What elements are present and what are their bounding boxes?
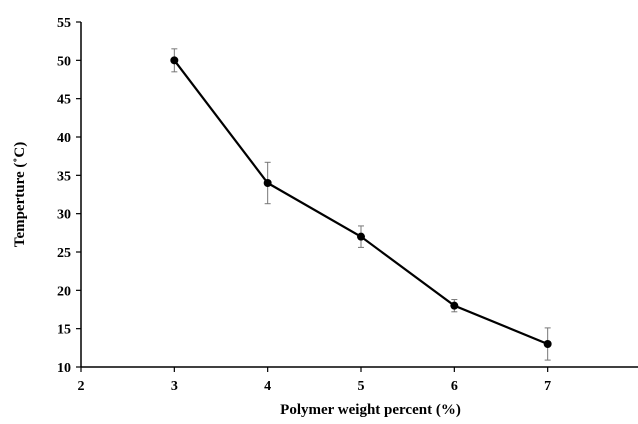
- data-point: [543, 340, 552, 348]
- y-tick-label: 40: [57, 131, 71, 146]
- x-ticks: 2345678: [78, 367, 638, 394]
- y-tick-label: 50: [57, 54, 71, 69]
- y-tick-label: 35: [57, 169, 71, 184]
- y-tick-label: 45: [57, 93, 71, 108]
- x-tick-label: 6: [451, 379, 458, 394]
- data-point: [450, 301, 459, 310]
- y-tick-label: 55: [57, 16, 71, 31]
- series-line: [173, 59, 549, 346]
- y-ticks: 10 15 20 25 30 35 40 45 50 55: [57, 16, 81, 376]
- x-tick-label: 3: [171, 379, 178, 394]
- y-tick-label: 15: [57, 323, 71, 338]
- axes: [80, 22, 638, 368]
- y-tick-label: 10: [57, 361, 71, 376]
- x-axis-title: Polymer weight percent (%): [280, 402, 461, 418]
- x-tick-label: 5: [358, 379, 365, 394]
- y-axis-title: Temperture (˚C): [12, 142, 28, 247]
- y-tick-label: 20: [57, 284, 71, 299]
- series-layer: [170, 48, 552, 361]
- data-point: [263, 179, 272, 187]
- y-tick-label: 25: [57, 246, 71, 261]
- x-tick-label: 7: [544, 379, 551, 394]
- x-tick-label: 2: [78, 379, 85, 394]
- data-point: [170, 56, 179, 65]
- y-tick-label: 30: [57, 208, 71, 223]
- x-tick-label: 4: [264, 379, 271, 394]
- data-point: [357, 232, 365, 241]
